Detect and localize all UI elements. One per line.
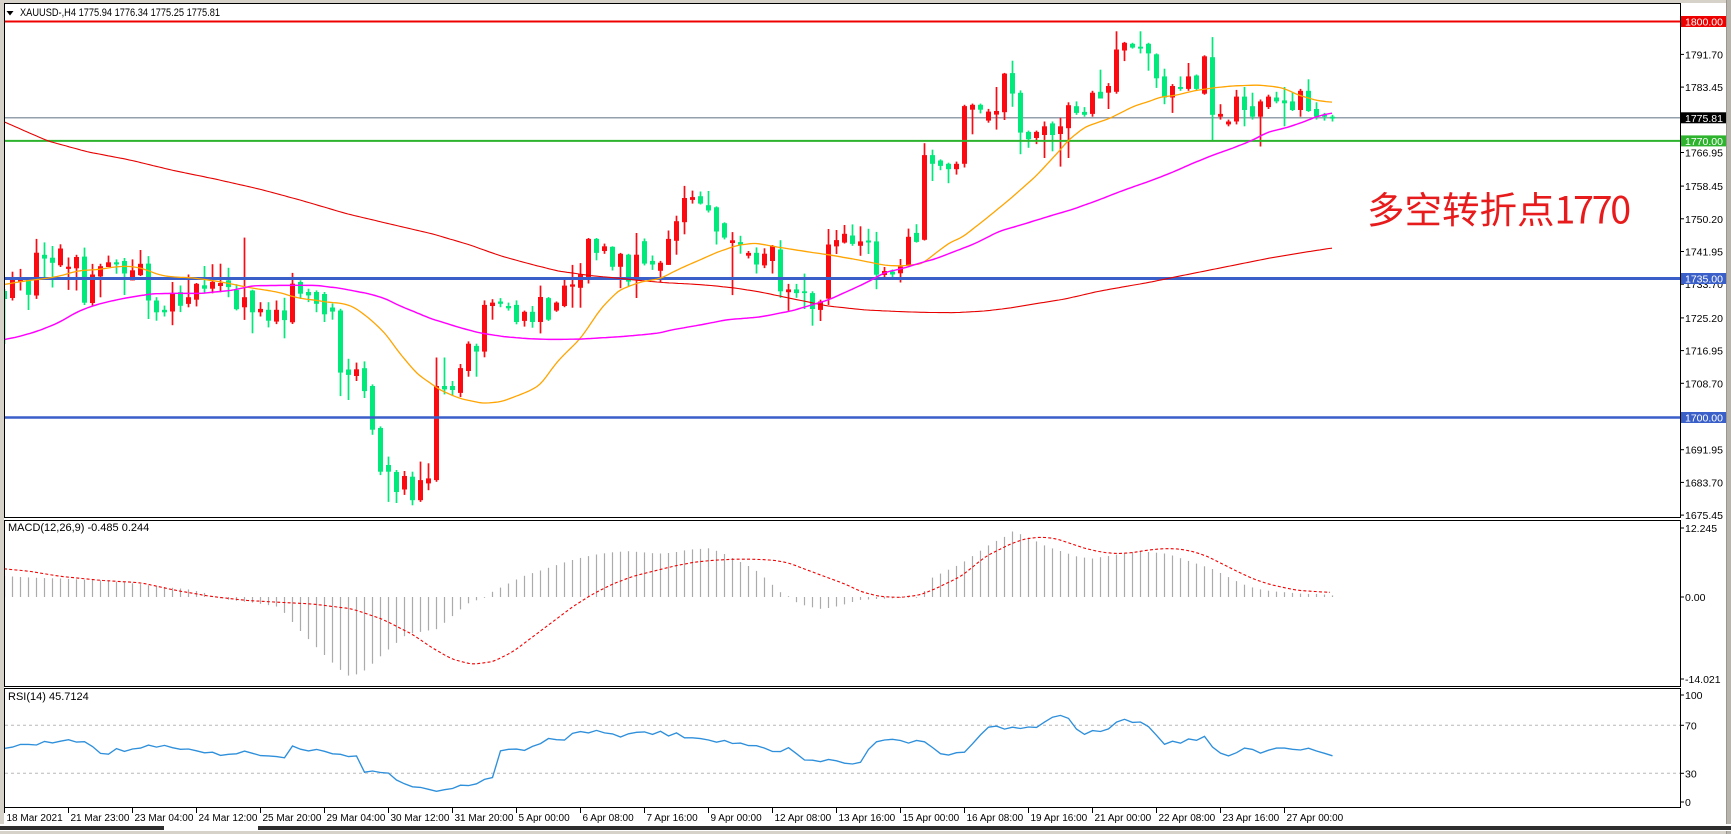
svg-text:1741.95: 1741.95 <box>1685 247 1723 259</box>
svg-text:16 Apr 08:00: 16 Apr 08:00 <box>967 813 1024 824</box>
svg-text:7 Apr 16:00: 7 Apr 16:00 <box>647 813 699 824</box>
svg-text:18 Mar 2021: 18 Mar 2021 <box>7 813 64 824</box>
svg-text:1758.45: 1758.45 <box>1685 181 1723 193</box>
svg-text:23 Apr 16:00: 23 Apr 16:00 <box>1223 813 1280 824</box>
svg-text:6 Apr 08:00: 6 Apr 08:00 <box>583 813 635 824</box>
svg-text:30 Mar 12:00: 30 Mar 12:00 <box>391 813 450 824</box>
svg-text:24 Mar 12:00: 24 Mar 12:00 <box>199 813 258 824</box>
svg-text:70: 70 <box>1685 720 1697 732</box>
svg-text:1791.70: 1791.70 <box>1685 49 1723 61</box>
svg-text:5 Apr 00:00: 5 Apr 00:00 <box>519 813 571 824</box>
svg-text:1800.00: 1800.00 <box>1685 17 1723 29</box>
svg-text:15 Apr 00:00: 15 Apr 00:00 <box>903 813 960 824</box>
svg-text:25 Mar 20:00: 25 Mar 20:00 <box>263 813 322 824</box>
svg-text:19 Apr 16:00: 19 Apr 16:00 <box>1031 813 1088 824</box>
svg-text:29 Mar 04:00: 29 Mar 04:00 <box>327 813 386 824</box>
svg-text:1766.95: 1766.95 <box>1685 148 1723 160</box>
svg-text:MACD(12,26,9) -0.485 0.244: MACD(12,26,9) -0.485 0.244 <box>8 522 149 534</box>
svg-text:9 Apr 00:00: 9 Apr 00:00 <box>711 813 763 824</box>
svg-text:1716.95: 1716.95 <box>1685 346 1723 358</box>
svg-text:RSI(14) 45.7124: RSI(14) 45.7124 <box>8 691 89 703</box>
svg-text:22 Apr 08:00: 22 Apr 08:00 <box>1159 813 1216 824</box>
svg-text:27 Apr 00:00: 27 Apr 00:00 <box>1287 813 1344 824</box>
svg-text:31 Mar 20:00: 31 Mar 20:00 <box>455 813 514 824</box>
svg-text:1683.70: 1683.70 <box>1685 477 1723 489</box>
svg-text:-14.021: -14.021 <box>1685 674 1721 686</box>
svg-text:1750.20: 1750.20 <box>1685 214 1723 226</box>
svg-text:30: 30 <box>1685 768 1697 780</box>
svg-text:1675.45: 1675.45 <box>1685 510 1723 522</box>
svg-text:XAUUSD-,H4 1775.94 1776.34 17: XAUUSD-,H4 1775.94 1776.34 1775.25 1775.… <box>20 7 220 19</box>
svg-text:1708.70: 1708.70 <box>1685 378 1723 390</box>
svg-text:12.245: 12.245 <box>1685 523 1717 535</box>
svg-text:1770.00: 1770.00 <box>1685 136 1723 148</box>
svg-text:1691.95: 1691.95 <box>1685 445 1723 457</box>
svg-text:21 Mar 23:00: 21 Mar 23:00 <box>71 813 130 824</box>
svg-text:13 Apr 16:00: 13 Apr 16:00 <box>839 813 896 824</box>
svg-text:0: 0 <box>1685 797 1691 809</box>
svg-text:23 Mar 04:00: 23 Mar 04:00 <box>135 813 194 824</box>
svg-text:0.00: 0.00 <box>1685 592 1706 604</box>
svg-text:1725.20: 1725.20 <box>1685 313 1723 325</box>
svg-text:1700.00: 1700.00 <box>1685 413 1723 425</box>
svg-text:100: 100 <box>1685 690 1703 702</box>
svg-text:1735.00: 1735.00 <box>1685 274 1723 286</box>
svg-text:21 Apr 00:00: 21 Apr 00:00 <box>1095 813 1152 824</box>
svg-text:12 Apr 08:00: 12 Apr 08:00 <box>775 813 832 824</box>
svg-text:1783.45: 1783.45 <box>1685 82 1723 94</box>
svg-text:1775.81: 1775.81 <box>1685 113 1723 125</box>
